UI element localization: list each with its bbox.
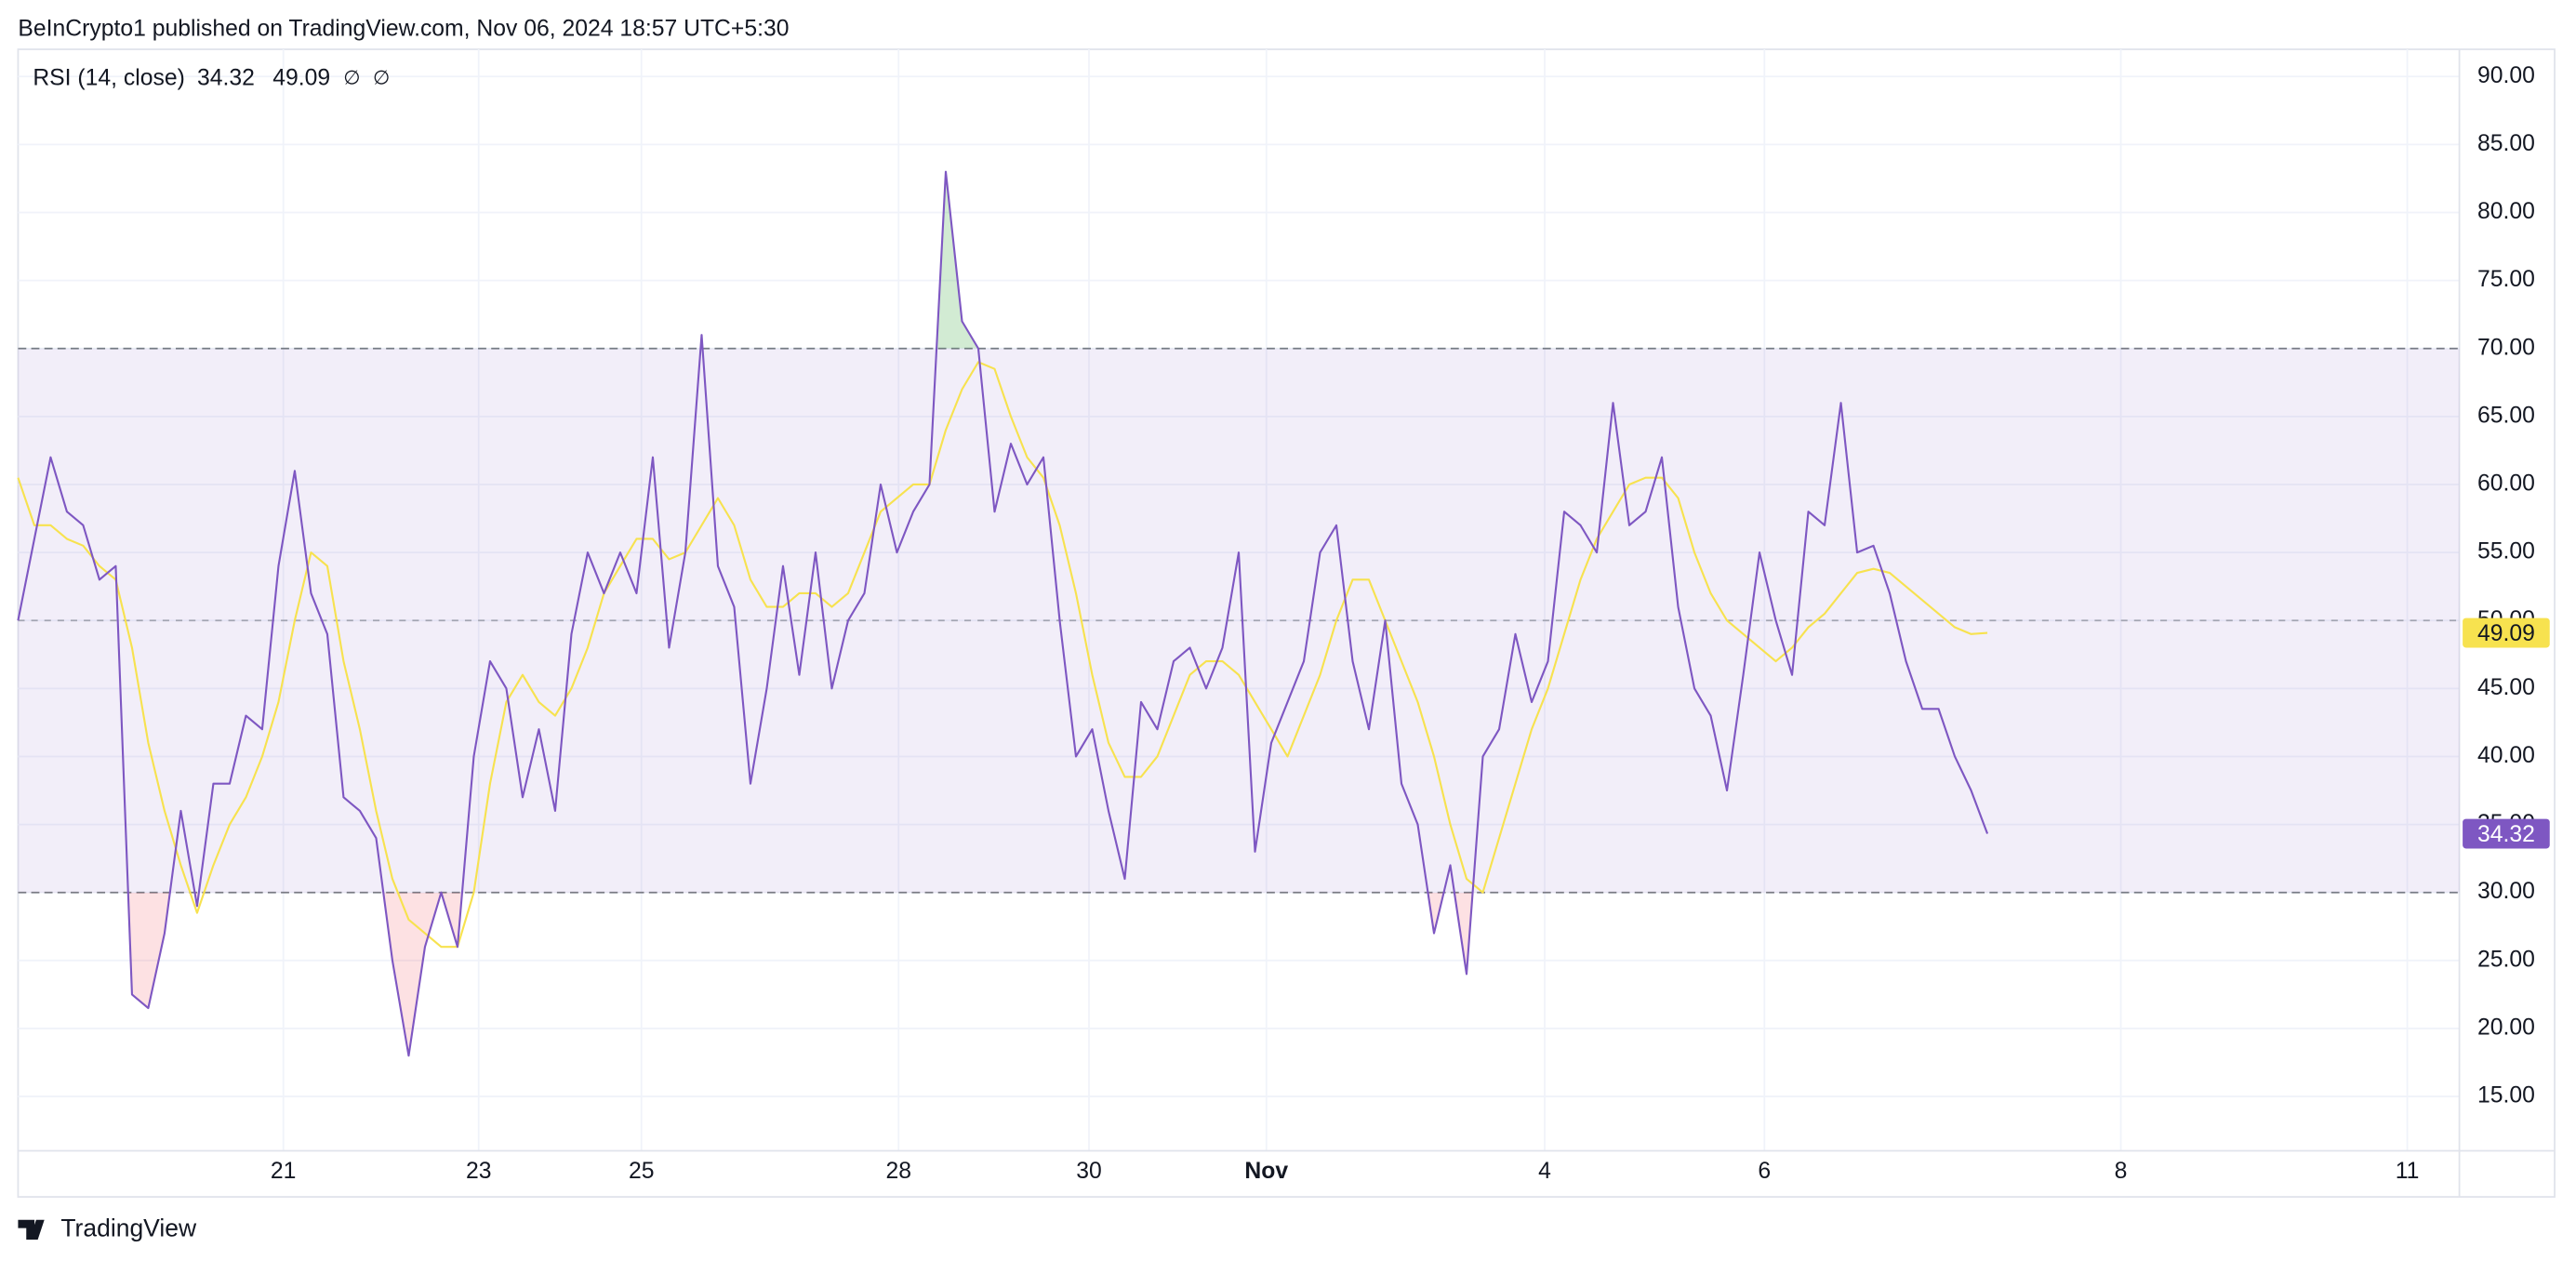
- x-tick-label: 25: [629, 1159, 655, 1184]
- x-tick-label: 6: [1758, 1159, 1771, 1184]
- x-tick-label: Nov: [1244, 1159, 1288, 1184]
- legend: RSI (14, close) 34.32 49.09 ∅ ∅: [33, 65, 390, 90]
- last-value-box: [2463, 617, 2550, 648]
- x-tick-label: 21: [271, 1159, 297, 1184]
- legend-value: 34.32: [197, 65, 255, 90]
- y-tick-label: 75.00: [2477, 267, 2535, 292]
- x-tick-label: 30: [1076, 1159, 1102, 1184]
- legend-icon: ∅: [373, 67, 390, 88]
- y-tick-label: 55.00: [2477, 539, 2535, 564]
- chart-frame: [17, 48, 2556, 1198]
- y-tick-label: 70.00: [2477, 335, 2535, 360]
- header: BeInCrypto1 published on TradingView.com…: [18, 16, 789, 41]
- y-tick-label: 65.00: [2477, 403, 2535, 428]
- series-line: [17, 361, 1988, 949]
- legend-title: RSI (14, close): [33, 65, 185, 90]
- y-tick-label: 20.00: [2477, 1015, 2535, 1040]
- logo-mark: [18, 1219, 45, 1241]
- x-tick-label: 8: [2115, 1159, 2128, 1184]
- last-value-box: [2463, 818, 2550, 849]
- last-value-label: 34.32: [2477, 822, 2535, 847]
- y-tick-label: 40.00: [2477, 743, 2535, 768]
- x-tick-label: 23: [466, 1159, 492, 1184]
- y-tick-label: 80.00: [2477, 199, 2535, 224]
- legend-value: 49.09: [272, 65, 330, 90]
- y-tick-label: 15.00: [2477, 1083, 2535, 1108]
- series-line: [17, 170, 1989, 1057]
- y-tick-label: 45.00: [2477, 675, 2535, 700]
- x-tick-label: 28: [885, 1159, 911, 1184]
- last-value-label: 49.09: [2477, 621, 2535, 646]
- band-fill: [18, 348, 2460, 893]
- brand-logo: [18, 1219, 45, 1241]
- x-tick-label: 4: [1538, 1159, 1551, 1184]
- y-tick-label: 90.00: [2477, 63, 2535, 88]
- legend-icon: ∅: [343, 67, 360, 88]
- y-tick-label: 25.00: [2477, 947, 2535, 972]
- y-tick-label: 85.00: [2477, 131, 2535, 156]
- oversold-fill: [127, 892, 1473, 1056]
- x-tick-label: 11: [2396, 1159, 2420, 1184]
- y-tick-label: 30.00: [2477, 879, 2535, 904]
- y-tick-label: 60.00: [2477, 471, 2535, 497]
- chart: 15.0020.0025.0030.0035.0040.0045.0050.00…: [17, 49, 2556, 1198]
- footer: TradingView: [60, 1214, 197, 1241]
